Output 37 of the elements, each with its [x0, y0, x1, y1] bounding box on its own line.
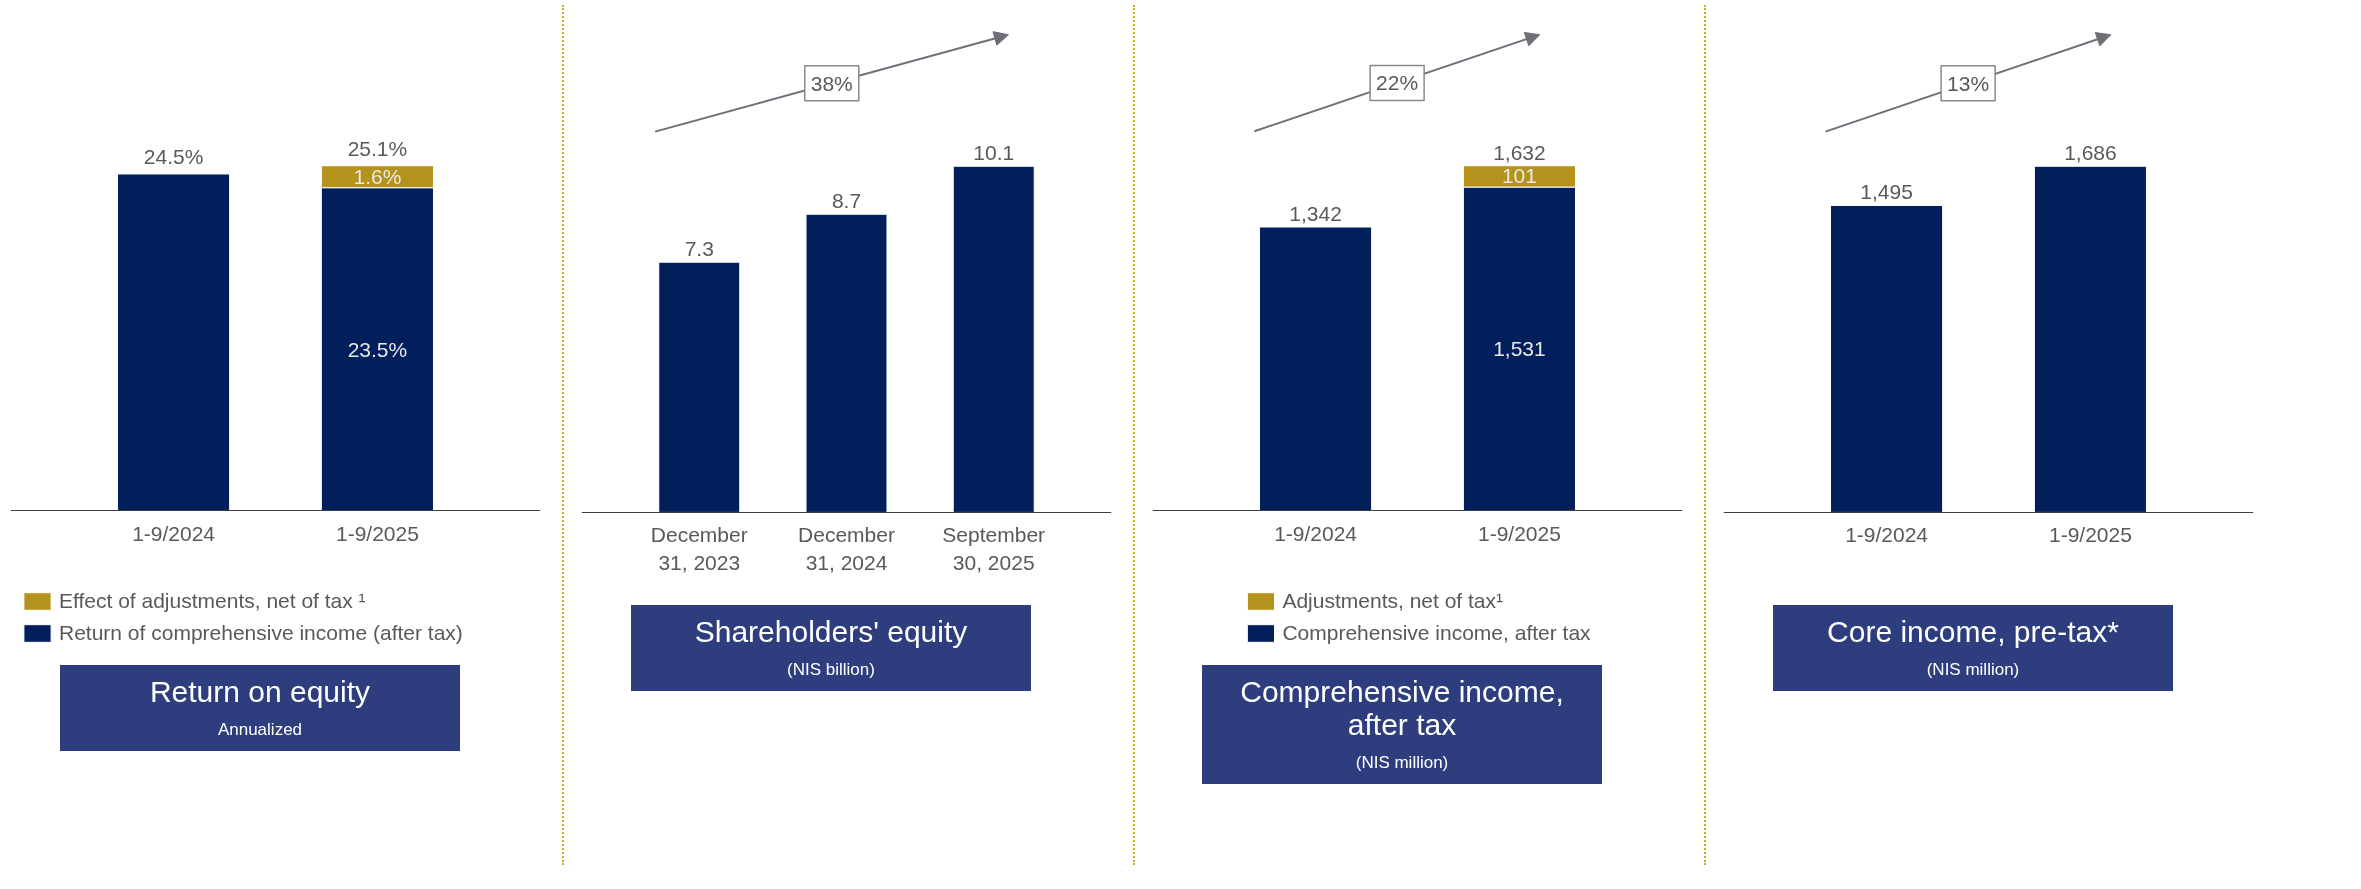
- x-tick-label: 1-9/2025: [2048, 523, 2132, 547]
- text: Core income, pre-tax*: [1827, 615, 2119, 648]
- legend-label: Return of comprehensive income (after tax): [59, 621, 463, 645]
- x-tick-label: 1-9/2024: [132, 521, 216, 545]
- x-tick-label: December 31, 2023: [650, 523, 748, 575]
- text: (NIS million): [1355, 753, 1449, 772]
- data-label: 8.7: [831, 189, 862, 213]
- text: (NIS billion): [787, 660, 875, 679]
- x-tick-label: September 30, 2025: [942, 523, 1046, 575]
- data-label: 1,342: [1289, 202, 1342, 225]
- x-tick-label: 1-9/2024: [1845, 523, 1929, 547]
- x-tick-label: 1-9/2025: [335, 521, 419, 545]
- text: 38%: [810, 71, 853, 95]
- data-label: 7.3: [684, 237, 714, 261]
- text: 13%: [1947, 71, 1990, 95]
- text: 22%: [1376, 71, 1419, 95]
- text: Annualized: [217, 720, 303, 739]
- legend-label: Effect of adjustments, net of tax ¹: [59, 589, 366, 613]
- x-tick-label: 1-9/2024: [1274, 521, 1358, 545]
- data-label: 1,495: [1860, 180, 1913, 204]
- total-label: 1,632: [1493, 140, 1546, 164]
- total-label: 25.1%: [347, 136, 408, 160]
- data-label: 24.5%: [143, 144, 204, 168]
- x-tick-label: December 31, 2024: [798, 523, 895, 575]
- data-label: 1,686: [2064, 141, 2117, 165]
- data-label: 101: [1501, 164, 1537, 188]
- text: Return on equity: [149, 675, 371, 708]
- data-label: 1,531: [1493, 336, 1546, 360]
- text: Comprehensive income, after tax: [1240, 675, 1564, 741]
- text: (NIS million): [1926, 660, 2020, 679]
- data-label: 10.1: [973, 141, 1015, 165]
- x-tick-label: 1-9/2025: [1477, 521, 1561, 545]
- legend-label: Comprehensive income, after tax: [1282, 621, 1591, 645]
- legend-label: Adjustments, net of tax¹: [1282, 589, 1504, 613]
- data-label: 1.6%: [353, 165, 402, 189]
- text: Shareholders' equity: [694, 615, 968, 648]
- data-label: 23.5%: [347, 337, 408, 361]
